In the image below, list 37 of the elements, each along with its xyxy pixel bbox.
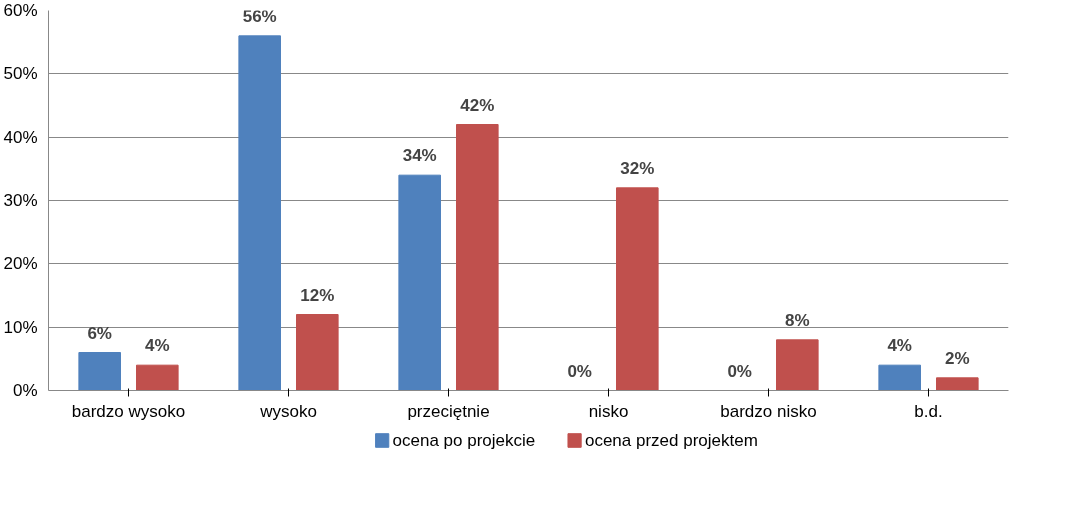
data-label: 34% — [402, 146, 437, 166]
data-label: 6% — [87, 323, 112, 343]
data-label: 56% — [242, 6, 277, 26]
bar — [238, 35, 281, 391]
bar — [616, 187, 659, 391]
bar — [456, 124, 499, 391]
data-label: 8% — [785, 310, 810, 330]
y-tick-label: 10% — [3, 317, 38, 337]
y-tick-label: 60% — [3, 1, 38, 20]
y-tick-label: 40% — [3, 127, 38, 147]
bar — [776, 339, 819, 391]
x-tick-label: b.d. — [914, 401, 943, 421]
y-tick-label: 0% — [12, 381, 38, 400]
x-tick-label: przeciętnie — [407, 401, 490, 421]
bar — [878, 364, 921, 391]
data-label: 42% — [460, 95, 495, 115]
bar — [296, 314, 339, 391]
legend-label: ocena po projekcie — [392, 431, 536, 450]
x-tick-label: bardzo wysoko — [71, 401, 186, 421]
x-tick-label: bardzo nisko — [720, 401, 817, 421]
x-tick-label: nisko — [588, 401, 629, 421]
data-label: 4% — [145, 336, 170, 356]
x-tick-label: wysoko — [259, 401, 317, 421]
bar — [136, 364, 179, 391]
data-label: 4% — [887, 336, 912, 356]
y-tick-label: 30% — [3, 191, 38, 210]
data-label: 2% — [945, 348, 970, 368]
data-label: 0% — [567, 361, 592, 381]
y-tick-label: 20% — [3, 254, 38, 274]
bar — [398, 174, 441, 391]
bar — [936, 377, 979, 391]
data-label: 0% — [727, 361, 752, 381]
legend-label: ocena przed projektem — [584, 431, 758, 450]
data-label: 12% — [300, 285, 335, 305]
data-label: 32% — [620, 158, 655, 178]
bar — [78, 352, 121, 391]
y-tick-label: 50% — [3, 64, 38, 84]
